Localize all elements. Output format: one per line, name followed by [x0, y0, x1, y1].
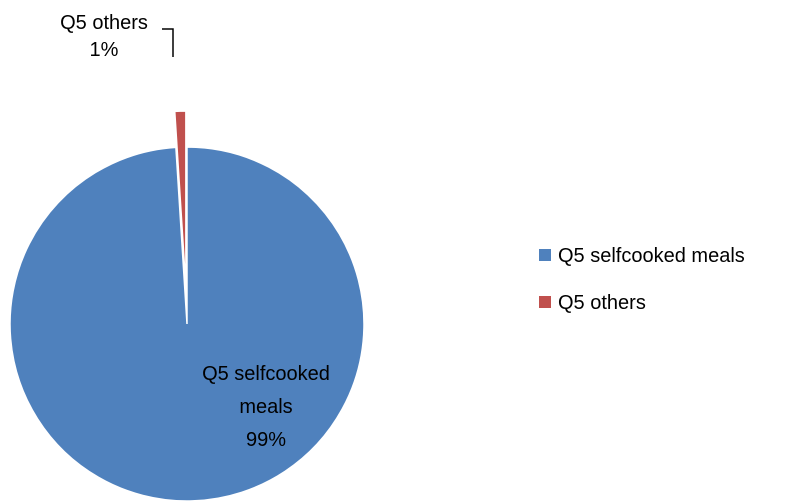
legend: Q5 selfcooked meals Q5 others: [539, 245, 745, 314]
data-label-selfcooked-name-line2: meals: [239, 396, 292, 418]
legend-label-others: Q5 others: [558, 292, 646, 314]
pie-slice-others: [173, 110, 187, 289]
data-label-selfcooked-percent: 99%: [246, 429, 286, 451]
legend-swatch-selfcooked: [539, 249, 551, 261]
others-leader-line: [162, 28, 174, 57]
legend-swatch-others: [539, 296, 551, 308]
data-label-selfcooked-name-line1: Q5 selfcooked: [202, 363, 330, 385]
data-label-others-percent: 1%: [90, 39, 119, 61]
legend-label-selfcooked: Q5 selfcooked meals: [558, 245, 745, 267]
data-label-others-name: Q5 others: [60, 12, 148, 34]
pie-slice-selfcooked: [9, 146, 365, 501]
data-label-selfcooked: Q5 selfcooked meals 99%: [202, 363, 330, 451]
data-label-others: Q5 others 1%: [60, 12, 148, 61]
pie-slices: [9, 110, 365, 501]
